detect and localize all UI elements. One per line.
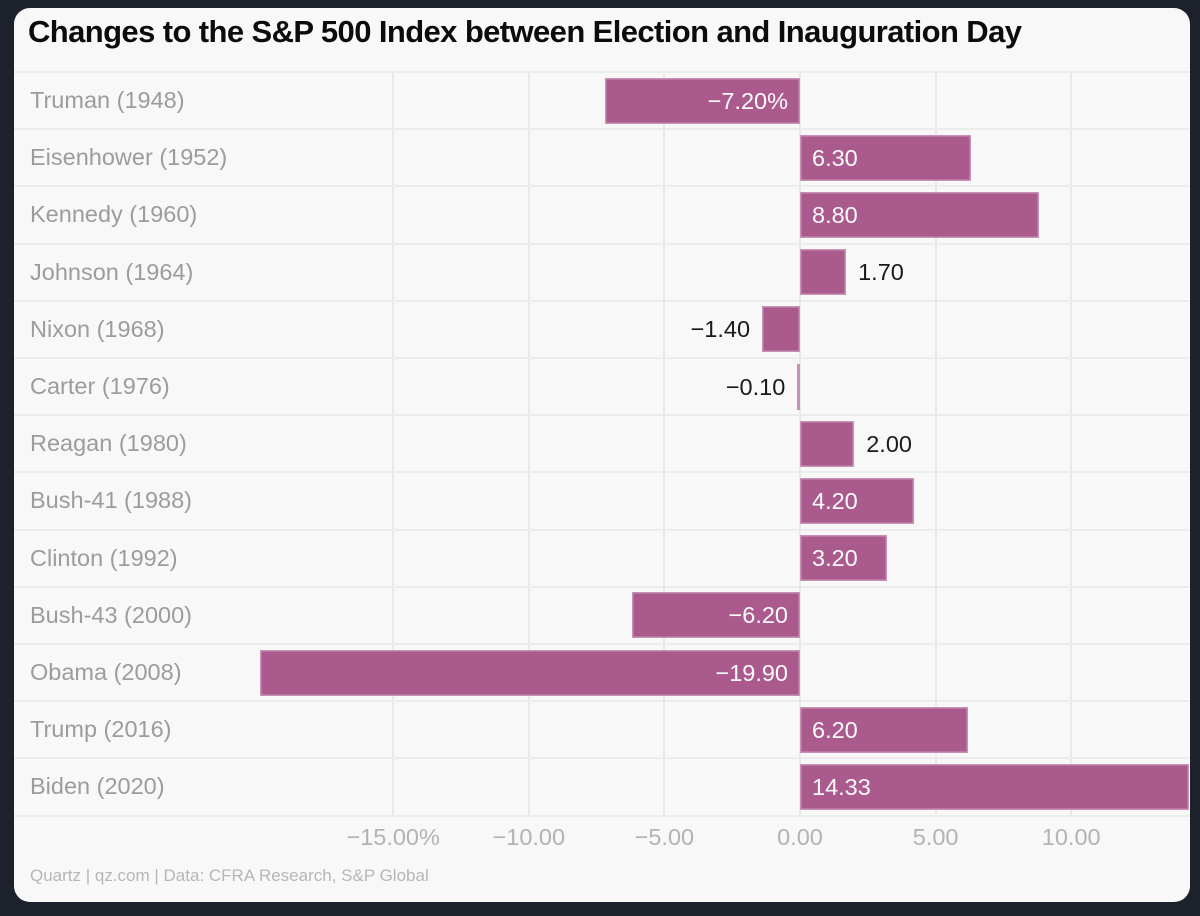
row-divider [14,357,1190,359]
row-divider [14,414,1190,417]
x-tick-label: −15.00% [346,823,440,850]
bar-value-label: 2.00 [866,430,912,457]
row-divider [14,185,1190,188]
row-divider [14,128,1190,131]
footer-credit: Quartz | qz.com | Data: CFRA Research, S… [30,866,429,885]
bar [631,592,800,639]
chart-card: Changes to the S&P 500 Index between Ele… [14,8,1190,902]
bar [260,649,800,696]
row-divider [14,71,1190,73]
category-label: Johnson (1964) [30,258,194,285]
grid-line-vertical [663,72,666,816]
row-divider [14,471,1190,474]
grid-line-vertical [527,72,530,816]
category-label: Truman (1948) [30,87,185,113]
bar-value-label: −6.20 [728,602,788,629]
bar [800,478,914,524]
chart-title: Changes to the S&P 500 Index between Ele… [28,14,1022,49]
category-label: Kennedy (1960) [30,201,198,228]
row-divider [14,814,1190,817]
bar-value-label: 3.20 [812,545,858,572]
bar-value-label: 8.80 [812,202,858,228]
category-label: Nixon (1968) [30,315,165,342]
bar-value-label: 4.20 [812,488,858,514]
bar [800,535,887,582]
row-divider [14,528,1190,531]
category-label: Trump (2016) [30,716,172,743]
bar [797,363,800,410]
x-tick-label: −5.00 [634,823,695,850]
row-divider [14,299,1190,302]
bar-value-label: 6.20 [812,716,858,743]
category-label: Bush-43 (2000) [30,601,192,628]
bar-value-label: 1.70 [858,259,904,286]
bar [800,249,847,296]
bar [800,764,1189,810]
row-divider [14,585,1190,588]
category-label: Obama (2008) [30,659,182,685]
category-label: Clinton (1992) [30,544,178,571]
bar [762,306,800,353]
category-label: Carter (1976) [30,373,170,399]
grid-line-vertical [934,72,937,816]
bar [604,77,800,124]
x-tick-label: −10.00 [492,823,566,850]
bar [800,192,1039,238]
bar-value-label: −0.10 [725,373,786,400]
grid-line-vertical [392,72,395,816]
bar [800,420,855,467]
bar-value-label: 6.30 [812,144,858,171]
bar-value-label: −1.40 [690,316,751,343]
row-divider [14,242,1190,245]
category-label: Eisenhower (1952) [30,144,228,171]
category-label: Bush-41 (1988) [30,487,192,514]
row-divider [14,643,1190,645]
x-tick-label: 10.00 [1041,823,1101,850]
row-divider [14,757,1190,760]
category-label: Biden (2020) [30,773,165,800]
x-tick-label: 5.00 [912,823,959,850]
bar [800,134,971,181]
bar-value-label: 14.33 [812,774,871,800]
x-tick-label: 0.00 [777,823,823,850]
row-divider [14,700,1190,703]
bar-value-label: −19.90 [715,659,788,686]
category-label: Reagan (1980) [30,430,187,457]
grid-line-vertical [1070,72,1073,816]
bar [800,706,969,753]
bar-value-label: −7.20% [707,87,788,114]
